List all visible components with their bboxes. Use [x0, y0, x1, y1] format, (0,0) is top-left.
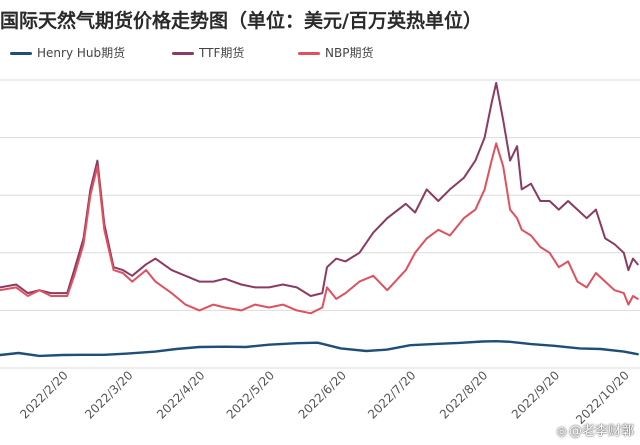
- legend-item-nbp[interactable]: NBP期货: [298, 44, 373, 62]
- chart-title: 国际天然气期货价格走势图（单位：美元/百万英热单位）: [0, 10, 482, 32]
- x-axis-ticks: 2022/2/20 2022/3/20 2022/4/20 2022/5/20 2022…: [17, 368, 632, 427]
- legend-label-henry-hub: Henry Hub期货: [37, 46, 126, 60]
- watermark-text: @老李财鄣: [568, 424, 634, 439]
- x-tick-label-1: 2022/2/20: [17, 368, 70, 421]
- series-line-ttf: [0, 81, 639, 297]
- x-tick-label-3: 2022/4/20: [154, 368, 207, 421]
- legend-swatch-nbp: [298, 52, 320, 55]
- x-tick-label-8: 2022/9/20: [509, 368, 562, 421]
- legend-label-ttf: TTF期货: [199, 46, 245, 60]
- watermark: ◎ @老李财鄣: [557, 420, 635, 439]
- grid-lines: [0, 79, 640, 369]
- legend-swatch-ttf: [172, 52, 194, 55]
- x-tick-label-6: 2022/7/20: [365, 368, 418, 421]
- x-tick-label-5: 2022/6/20: [296, 368, 349, 421]
- watermark-icon: ◎: [556, 424, 567, 438]
- x-tick-label-2: 2022/3/20: [82, 368, 135, 421]
- legend-item-henry-hub[interactable]: Henry Hub期货: [10, 44, 125, 62]
- chart-legend: Henry Hub期货 TTF期货 NBP期货: [0, 44, 640, 62]
- series-line-nbp: [0, 142, 639, 315]
- legend-item-ttf[interactable]: TTF期货: [172, 44, 244, 62]
- legend-label-nbp: NBP期货: [325, 46, 374, 60]
- x-tick-label-4: 2022/5/20: [224, 368, 277, 421]
- series-line-henry-hub: [0, 340, 639, 358]
- series-lines: [0, 81, 639, 358]
- x-tick-label-9: 2022/10/20: [573, 368, 632, 427]
- legend-swatch-henry-hub: [10, 52, 32, 55]
- x-tick-label-7: 2022/8/20: [437, 368, 490, 421]
